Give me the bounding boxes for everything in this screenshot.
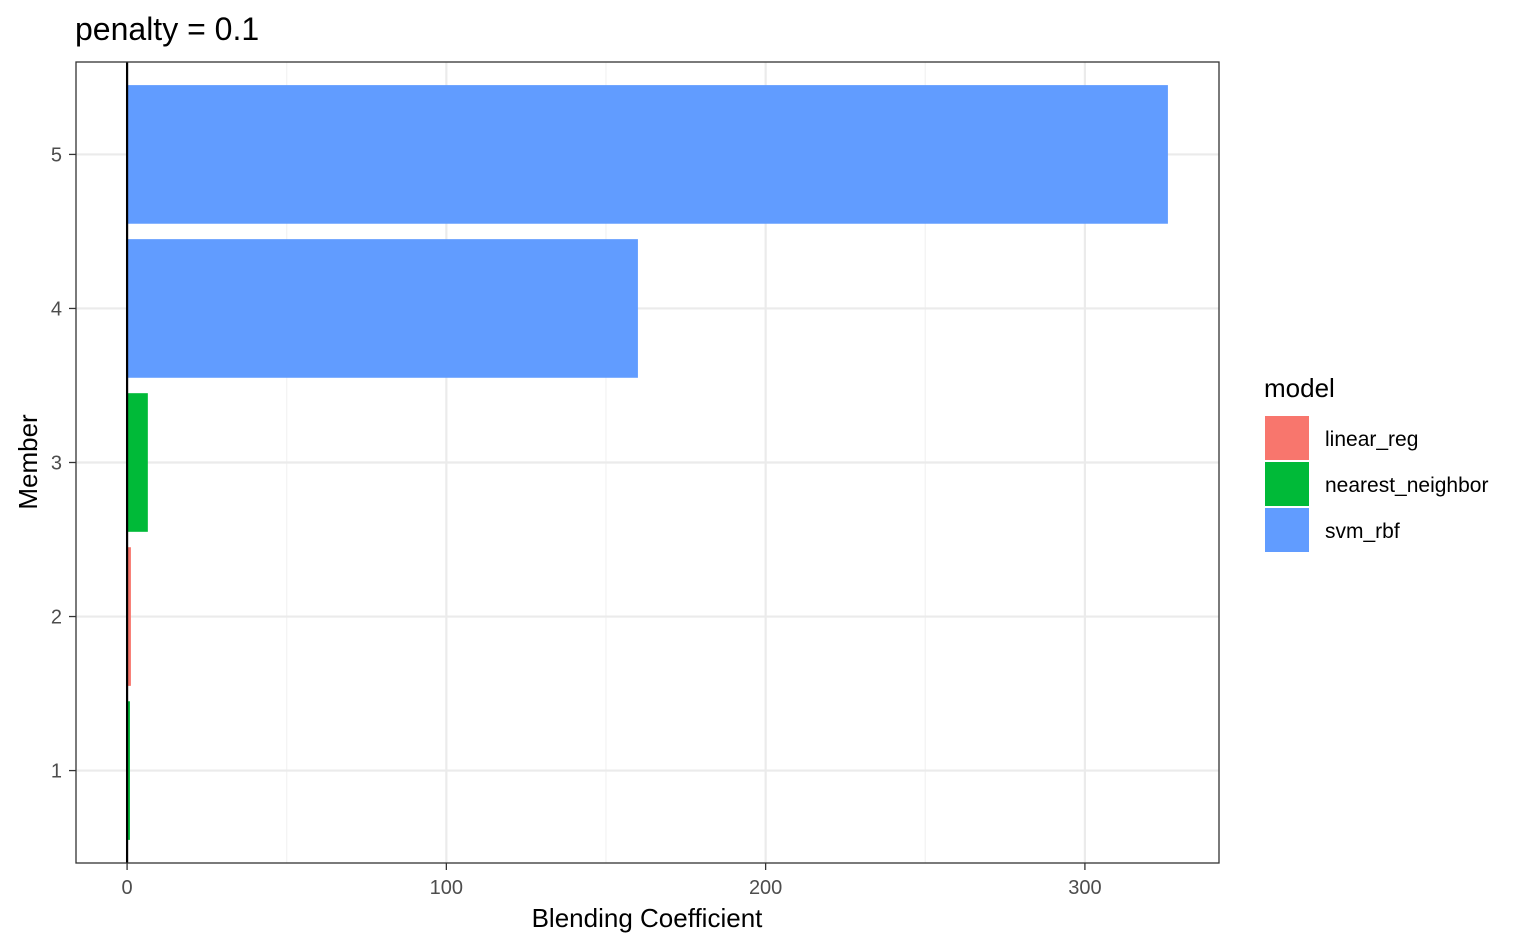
legend-key-nearest_neighbor	[1265, 462, 1309, 506]
bar-member-2	[127, 547, 131, 686]
x-tick-label: 0	[122, 877, 133, 899]
legend: model linear_reg nearest_neighbor svm_rbf	[1264, 373, 1488, 552]
y-tick-label: 3	[51, 453, 62, 475]
legend-label-nearest_neighbor: nearest_neighbor	[1325, 474, 1488, 497]
chart-title: penalty = 0.1	[75, 11, 259, 47]
legend-key-svm_rbf	[1265, 508, 1309, 552]
y-axis: 1 2 3 4 5	[51, 144, 76, 783]
y-tick-label: 5	[51, 144, 62, 166]
y-tick-label: 4	[51, 298, 62, 320]
bar-member-1	[127, 701, 130, 840]
y-tick-label: 1	[51, 761, 62, 783]
legend-key-linear_reg	[1265, 416, 1309, 460]
bar-member-5	[127, 85, 1168, 224]
x-axis: 0 100 200 300	[122, 863, 1102, 899]
legend-title: model	[1264, 373, 1335, 403]
x-axis-title: Blending Coefficient	[532, 903, 764, 933]
x-tick-label: 200	[749, 877, 782, 899]
y-tick-label: 2	[51, 607, 62, 629]
legend-label-svm_rbf: svm_rbf	[1325, 520, 1400, 543]
x-tick-label: 100	[430, 877, 463, 899]
bar-member-4	[127, 239, 638, 378]
bar-member-3	[127, 393, 148, 532]
legend-label-linear_reg: linear_reg	[1325, 428, 1418, 451]
y-axis-title: Member	[13, 414, 43, 510]
x-tick-label: 300	[1068, 877, 1101, 899]
bars-group	[127, 85, 1168, 840]
